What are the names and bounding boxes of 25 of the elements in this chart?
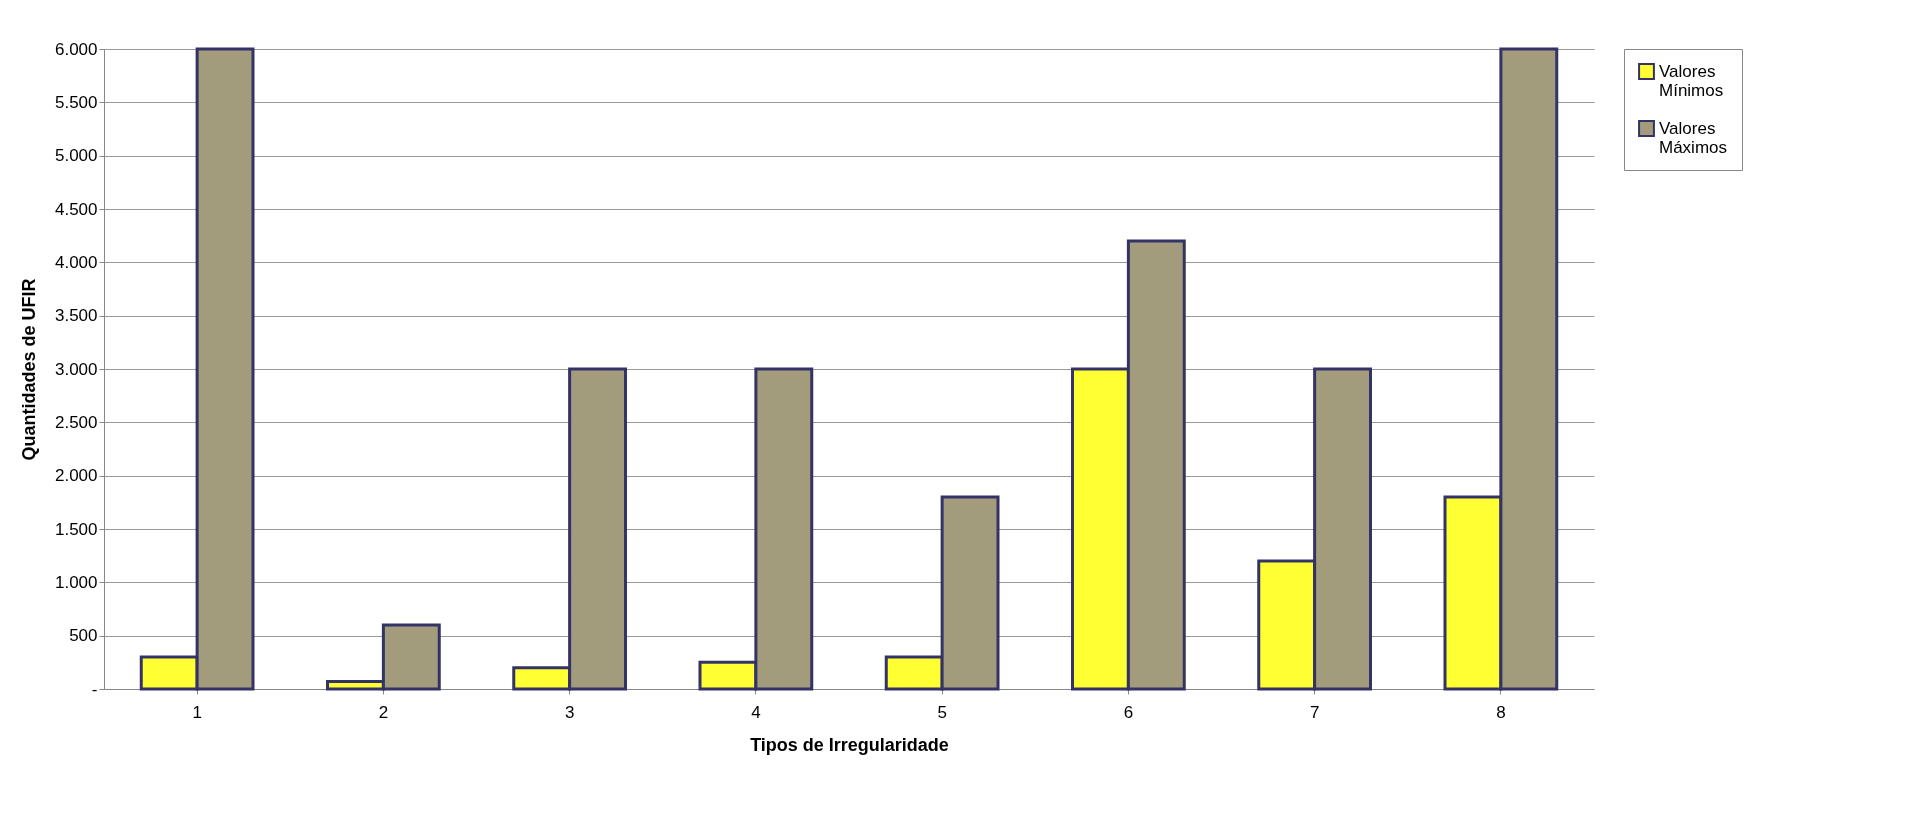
legend-label: Valores Máximos (1659, 118, 1728, 157)
y-tick-label: 5.500 (54, 92, 98, 112)
x-tick-label: 7 (1309, 702, 1320, 722)
x-tick-label: 6 (1123, 702, 1134, 722)
y-tick-label: 4.500 (54, 199, 98, 219)
x-tick-label: 5 (937, 702, 947, 722)
y-tick-label: 6.000 (54, 39, 98, 59)
y-tick-label: 1.000 (54, 572, 98, 592)
y-tick-label: 500 (69, 626, 98, 646)
y-tick-label: 2.000 (54, 466, 98, 486)
legend-label: Valores Mínimos (1659, 61, 1724, 100)
x-tick-label: 4 (751, 702, 761, 722)
y-tick-label: 2.500 (54, 412, 98, 432)
y-tick-label: 5.000 (54, 146, 98, 166)
x-axis-title: Tipos de Irregularidade (750, 734, 949, 755)
x-tick-label: 8 (1496, 702, 1506, 722)
x-tick-label: 2 (378, 702, 389, 722)
x-tick-label: 1 (192, 702, 202, 722)
y-tick-label: 3.000 (54, 359, 98, 379)
y-tick-label: 3.500 (54, 306, 98, 326)
y-tick-label: 4.000 (54, 252, 98, 272)
y-tick-label: - (91, 679, 98, 699)
x-tick-label: 3 (564, 702, 575, 722)
y-axis-title: Quantidades de UFIR (18, 278, 39, 461)
y-tick-label: 1.500 (54, 519, 98, 539)
